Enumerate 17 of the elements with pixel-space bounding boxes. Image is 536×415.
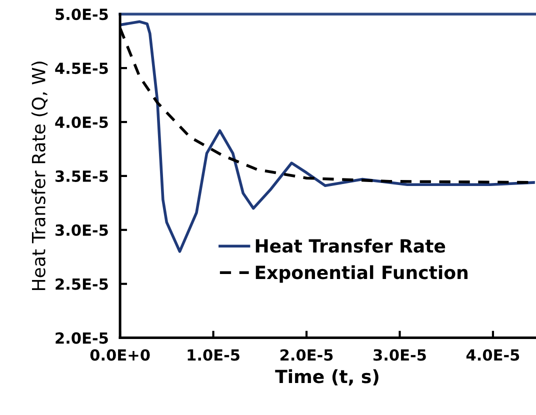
y-tick-label: 4.0E-5	[55, 116, 108, 128]
y-tick-label: 5.0E-5	[56, 8, 108, 20]
y-axis-title: Heat Transfer Rate (Q, W)	[31, 62, 48, 290]
x-tick-label: 2.0E-5	[280, 349, 333, 361]
y-tick-label: 2.0E-5	[56, 332, 108, 344]
x-tick-label: 0.0E+0	[90, 349, 150, 361]
x-tick-label: 4.0E-5	[466, 349, 520, 361]
legend-label: Exponential Function	[256, 265, 468, 283]
x-tick-label: 1.0E-5	[188, 349, 240, 361]
x-axis-title: Time (t, s)	[275, 369, 378, 386]
y-tick-label: 3.0E-5	[56, 224, 108, 236]
x-tick-label: 3.0E-5	[374, 349, 426, 361]
line-series	[120, 20, 535, 253]
y-tick-label: 3.5E-5	[56, 170, 108, 182]
y-tick-label: 2.5E-5	[56, 278, 108, 290]
legend-label: Heat Transfer Rate	[256, 238, 446, 253]
y-tick-label: 4.5E-5	[55, 62, 108, 74]
